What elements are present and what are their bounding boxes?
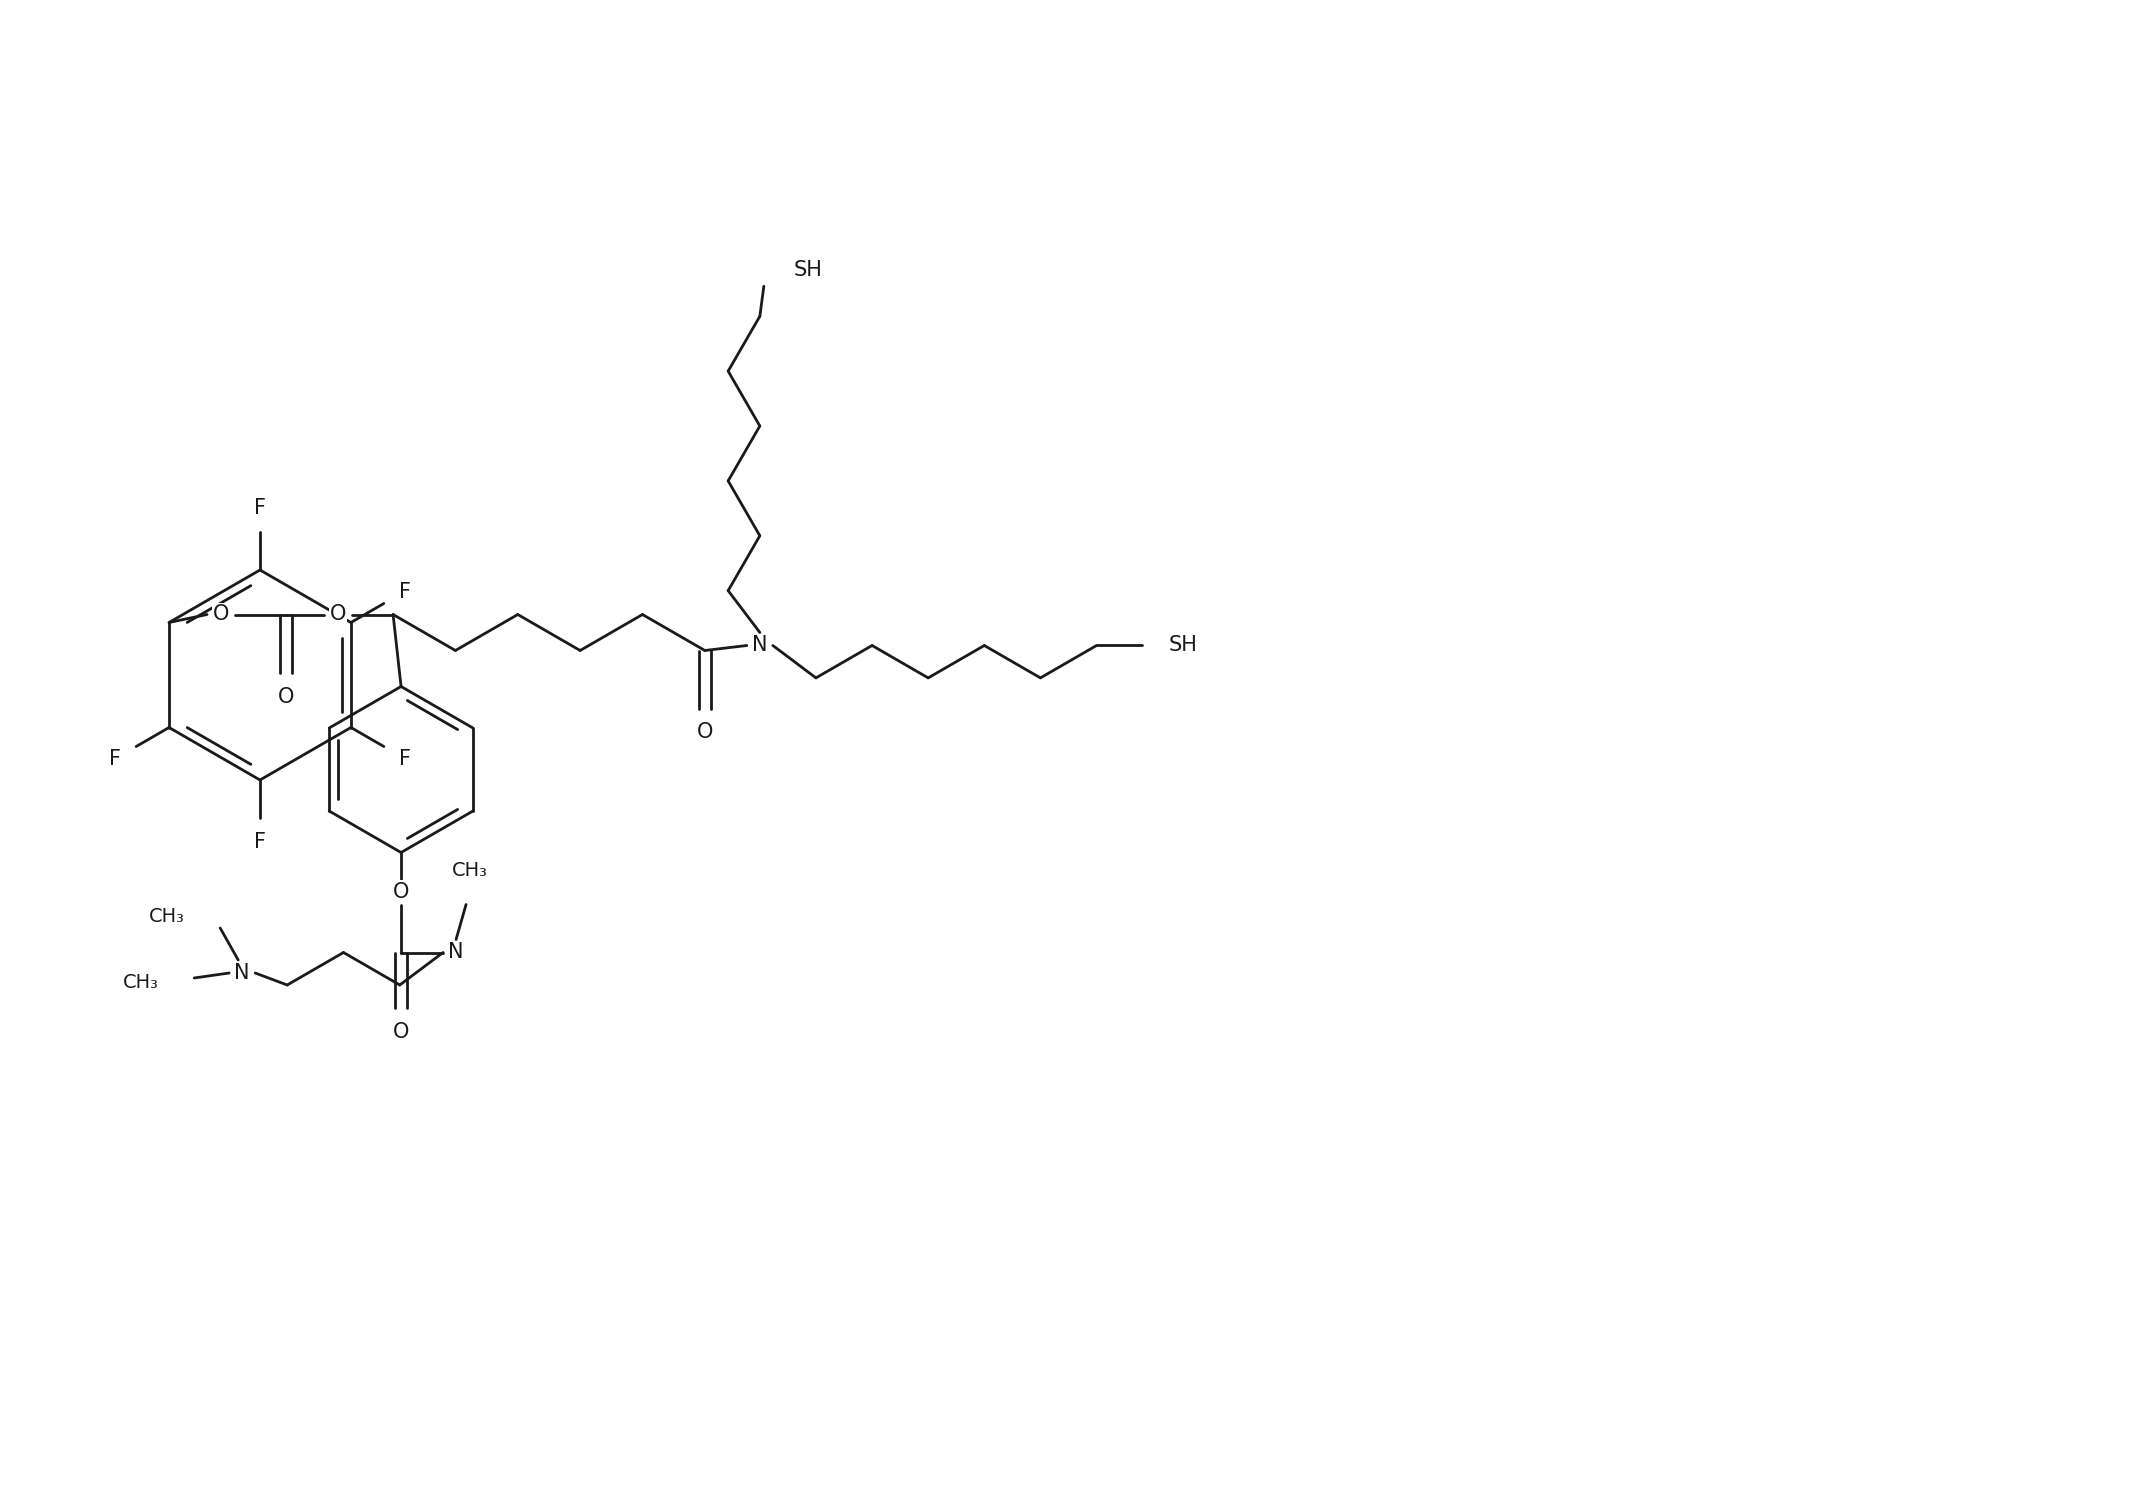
Text: F: F <box>398 581 411 602</box>
Text: O: O <box>213 605 230 624</box>
Text: F: F <box>398 748 411 769</box>
Text: O: O <box>392 882 409 901</box>
Text: F: F <box>253 831 266 852</box>
Text: N: N <box>234 963 249 983</box>
Text: SH: SH <box>794 261 822 280</box>
Text: F: F <box>109 748 121 769</box>
Text: O: O <box>277 687 294 706</box>
Text: N: N <box>447 943 464 963</box>
Text: O: O <box>330 605 347 624</box>
Text: O: O <box>392 1022 409 1042</box>
Text: CH₃: CH₃ <box>452 861 488 879</box>
Text: O: O <box>697 723 714 742</box>
Text: N: N <box>752 636 767 656</box>
Text: SH: SH <box>1169 636 1197 656</box>
Text: CH₃: CH₃ <box>149 906 185 925</box>
Text: F: F <box>253 498 266 519</box>
Text: CH₃: CH₃ <box>124 973 160 992</box>
